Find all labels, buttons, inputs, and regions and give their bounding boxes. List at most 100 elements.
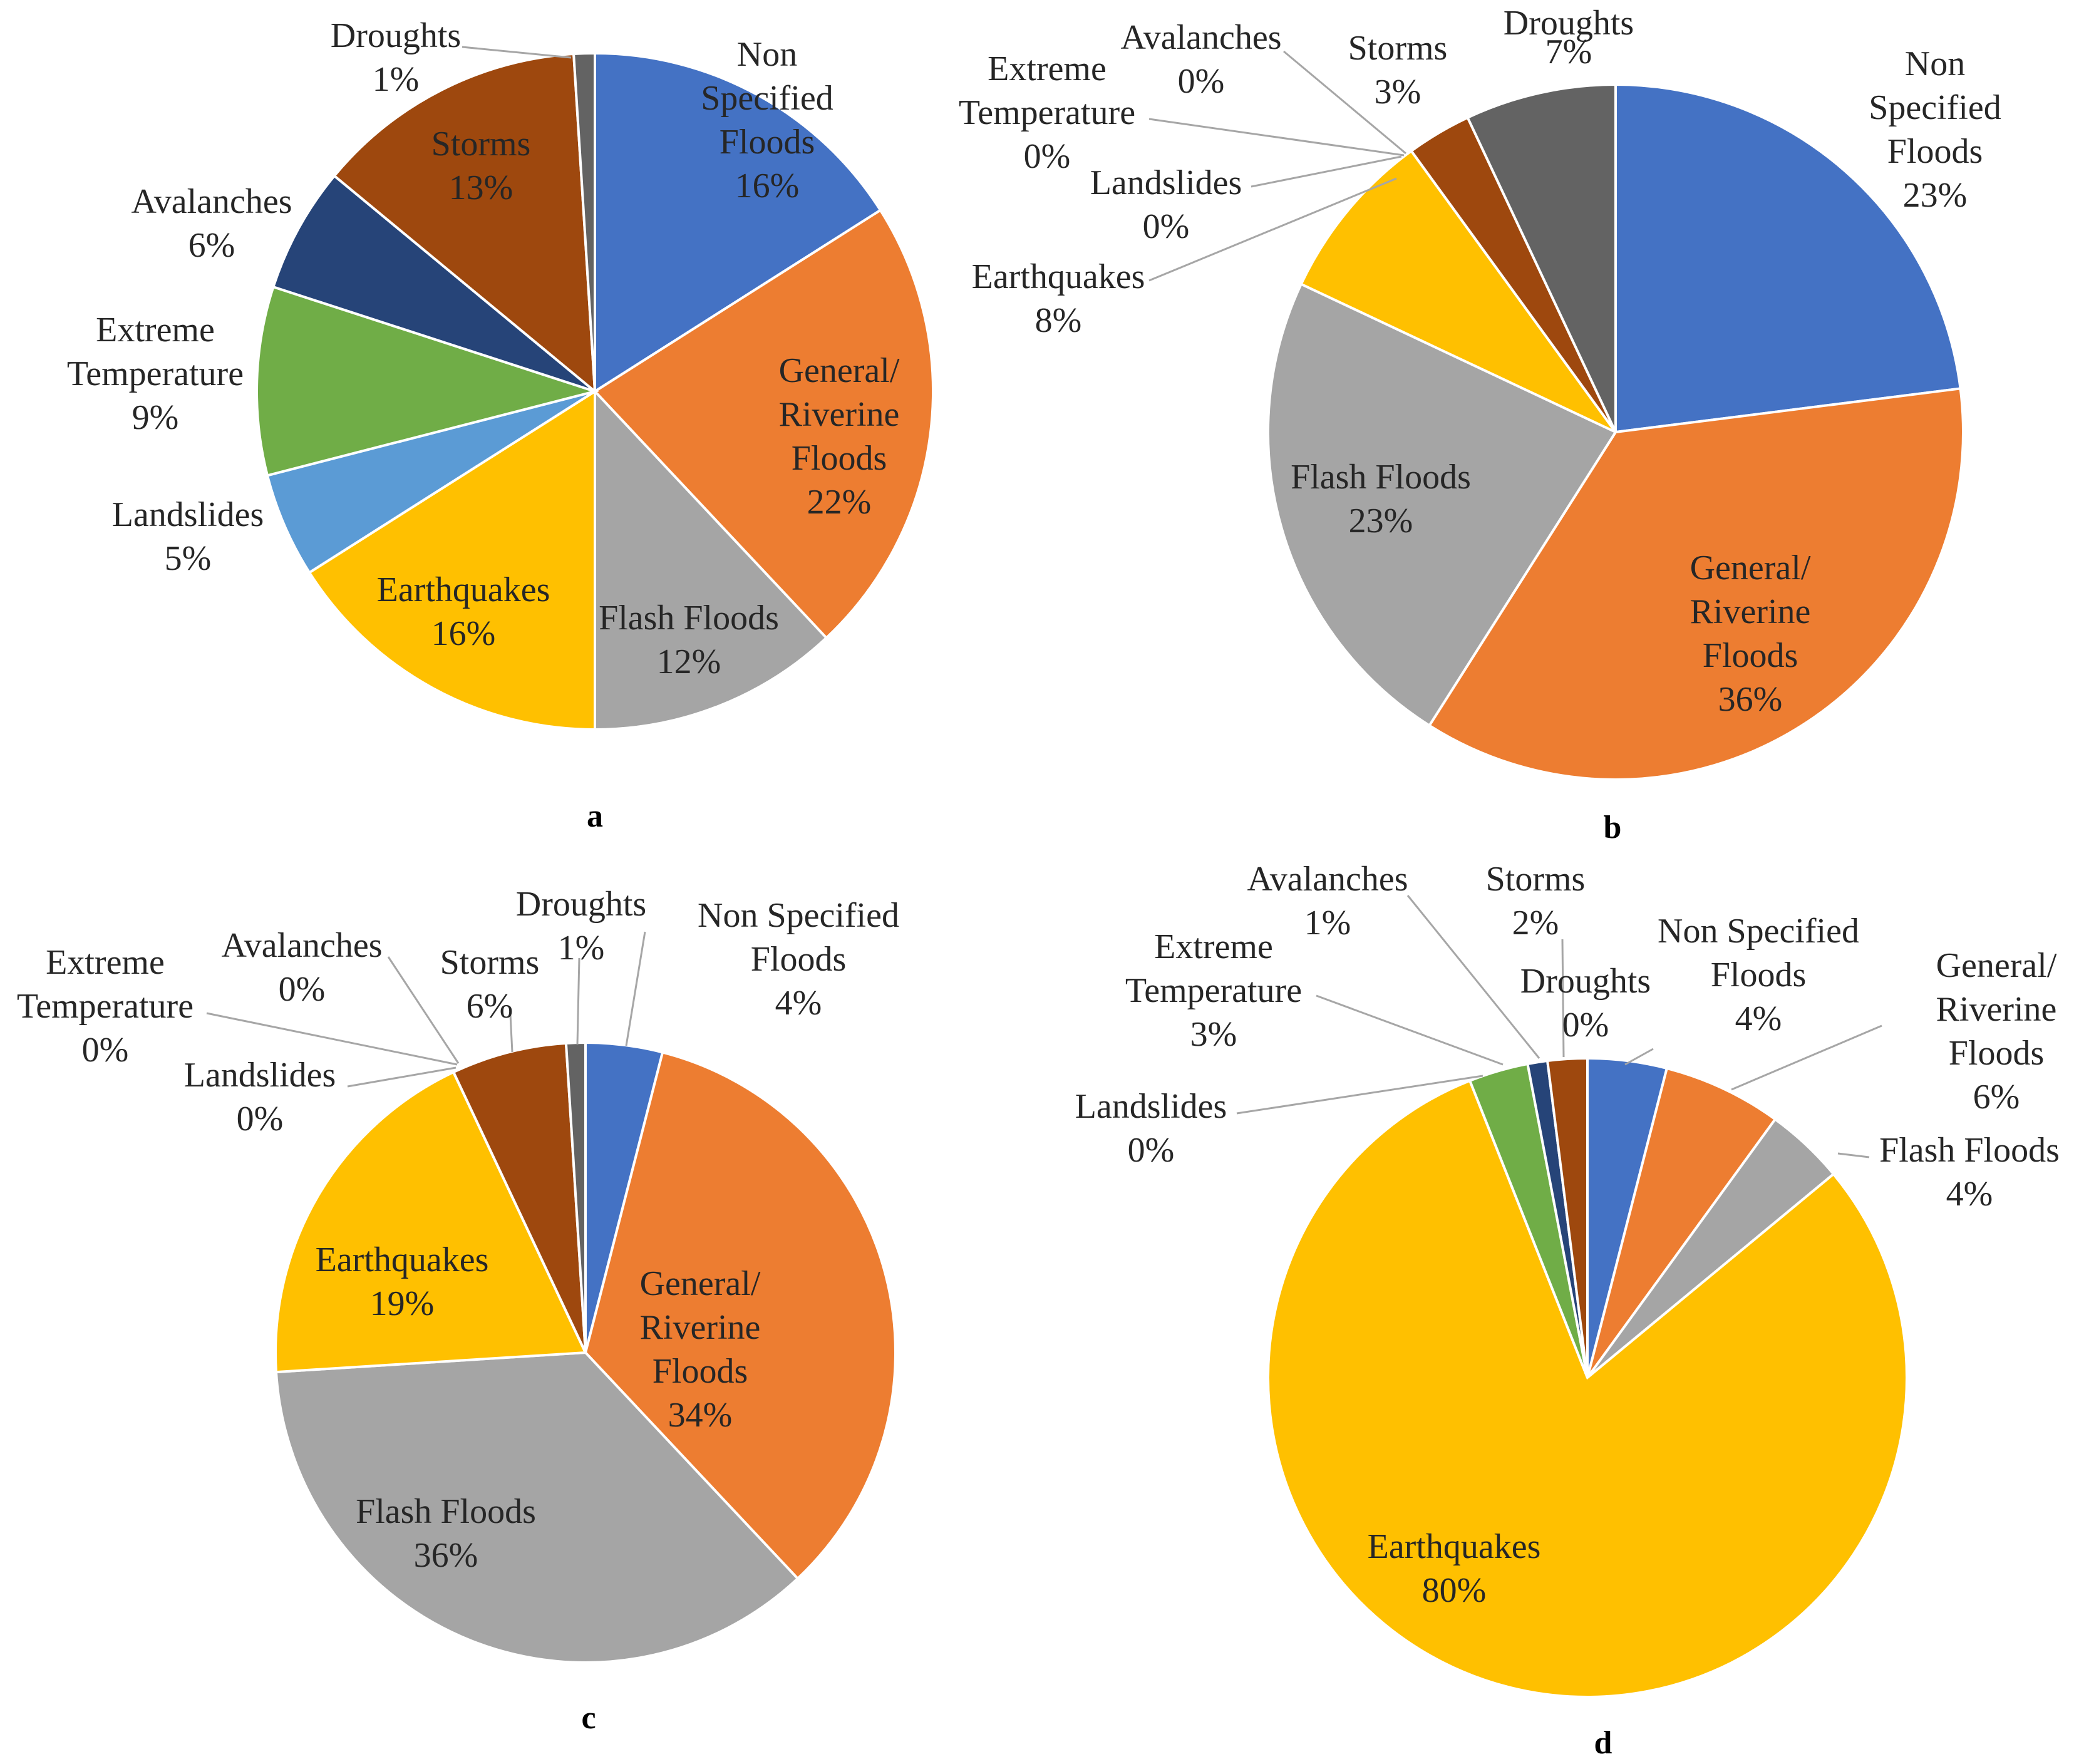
data-label-c-landslides: Landslides 0%: [184, 1056, 336, 1138]
data-label-value-a-avalanches: 6%: [188, 226, 235, 265]
slice-d-earthquakes: [1267, 1079, 1908, 1698]
data-label-name-b-flash-floods: Flash Floods: [1291, 458, 1471, 497]
data-label-value-b-landslides: 0%: [1143, 207, 1190, 246]
slice-a-general-riverine-floods: [592, 208, 935, 640]
data-label-b-flash-floods: Flash Floods 23%: [1291, 458, 1471, 540]
slice-a-non-specified-floods: [594, 51, 882, 394]
data-label-value-d-droughts: 0%: [1562, 1006, 1609, 1044]
data-label-name-c-storms: Storms: [440, 943, 540, 982]
data-label-value-d-avalanches: 1%: [1304, 904, 1351, 942]
slice-a-earthquakes: [307, 389, 596, 731]
data-label-value-a-storms: 13%: [449, 168, 513, 207]
leader-line-b-avalanches: [1283, 50, 1406, 155]
data-label-a-droughts: Droughts 1%: [331, 16, 461, 99]
data-label-value-a-flash-floods: 12%: [657, 642, 721, 681]
slice-c-earthquakes: [274, 1070, 588, 1374]
slice-a-droughts: [572, 51, 596, 392]
data-label-c-general-riverine-floods: General/Riverine Floods 34%: [640, 1264, 761, 1435]
data-label-c-flash-floods: Flash Floods 36%: [356, 1492, 536, 1575]
data-label-name-c-extreme-temperature: Temperature: [17, 987, 193, 1026]
data-label-name-b-extreme-temperature: Extreme: [988, 49, 1107, 88]
data-label-a-avalanches: Avalanches 6%: [131, 182, 292, 265]
data-label-d-earthquakes: Earthquakes 80%: [1368, 1527, 1541, 1610]
data-label-name-c-extreme-temperature: Extreme: [46, 943, 165, 982]
data-label-value-c-general-riverine-floods: 34%: [668, 1396, 733, 1435]
data-label-b-general-riverine-floods: General/Riverine Floods 36%: [1690, 549, 1811, 719]
data-label-name-b-extreme-temperature: Temperature: [959, 93, 1135, 132]
data-label-value-c-extreme-temperature: 0%: [82, 1031, 129, 1070]
data-label-d-flash-floods: Flash Floods 4%: [1879, 1131, 2060, 1214]
leader-line-c-extreme-temperature: [206, 1012, 458, 1066]
data-label-d-non-specified-floods: Non Specified Floods 4%: [1658, 912, 1859, 1038]
data-label-name-d-extreme-temperature: Extreme: [1154, 927, 1273, 966]
data-label-b-earthquakes: Earthquakes 8%: [972, 257, 1145, 340]
pie-chart-c: Non Specified Floods 4% General/Riverine Flo…: [17, 885, 899, 1664]
data-label-name-b-storms: Storms: [1348, 29, 1448, 68]
data-label-name-b-general-riverine-floods: General/: [1690, 549, 1811, 587]
data-label-name-d-earthquakes: Earthquakes: [1368, 1527, 1541, 1566]
data-label-d-droughts: Droughts 0%: [1520, 962, 1651, 1044]
slice-b-general-riverine-floods: [1427, 387, 1964, 781]
data-label-value-b-general-riverine-floods: 36%: [1718, 680, 1783, 719]
slice-b-droughts: [1466, 83, 1617, 433]
data-label-name-b-droughts: Droughts: [1504, 4, 1634, 43]
data-label-name-c-earthquakes: Earthquakes: [316, 1240, 489, 1279]
leader-line-b-extreme-temperature: [1148, 118, 1405, 157]
data-label-name-a-general-riverine-floods: Riverine: [779, 395, 900, 434]
data-label-c-avalanches: Avalanches 0%: [221, 926, 382, 1009]
slice-a-flash-floods: [594, 388, 828, 731]
data-label-name-a-earthquakes: Earthquakes: [377, 570, 550, 609]
leader-line-c-landslides: [347, 1066, 457, 1088]
data-label-c-non-specified-floods: Non Specified Floods 4%: [698, 896, 899, 1023]
slice-a-landslides: [266, 390, 596, 575]
data-label-name-c-general-riverine-floods: Riverine: [640, 1308, 761, 1347]
data-label-value-a-landslides: 5%: [165, 539, 212, 578]
data-label-name-a-general-riverine-floods: Floods: [792, 439, 887, 478]
data-label-d-extreme-temperature: Extreme Temperature 3%: [1125, 927, 1302, 1054]
data-label-name-a-extreme-temperature: Extreme: [96, 311, 215, 349]
data-label-name-d-general-riverine-floods: General/: [1936, 946, 2057, 985]
data-label-b-droughts: Droughts 7%: [1504, 4, 1634, 71]
data-label-c-droughts: Droughts 1%: [516, 885, 646, 967]
data-label-name-b-earthquakes: Earthquakes: [972, 257, 1145, 296]
data-label-a-extreme-temperature: Extreme Temperature 9%: [67, 311, 244, 437]
leader-line-d-non-specified-floods: [1624, 1048, 1654, 1066]
data-label-value-d-landslides: 0%: [1128, 1131, 1175, 1170]
data-label-name-b-general-riverine-floods: Riverine: [1690, 592, 1811, 631]
data-label-name-a-avalanches: Avalanches: [131, 182, 292, 221]
data-label-name-d-droughts: Droughts: [1520, 962, 1651, 1001]
data-label-a-flash-floods: Flash Floods 12%: [599, 599, 779, 681]
leader-line-c-avalanches: [387, 956, 460, 1064]
data-label-name-b-non-specified-floods: Floods: [1887, 132, 1983, 171]
data-label-name-d-non-specified-floods: Floods: [1711, 956, 1807, 994]
data-label-c-storms: Storms 6%: [440, 943, 540, 1026]
data-label-name-c-avalanches: Avalanches: [221, 926, 382, 965]
data-label-name-d-avalanches: Avalanches: [1247, 860, 1408, 899]
data-label-value-c-droughts: 1%: [558, 929, 605, 967]
panel-letter-a: a: [587, 798, 603, 834]
data-label-name-c-general-riverine-floods: General/: [640, 1264, 761, 1303]
data-label-name-c-droughts: Droughts: [516, 885, 646, 924]
slice-c-flash-floods: [274, 1351, 800, 1664]
data-label-a-general-riverine-floods: General/Riverine Floods 22%: [779, 351, 900, 522]
data-label-name-a-flash-floods: Flash Floods: [599, 599, 779, 637]
data-label-name-c-flash-floods: Flash Floods: [356, 1492, 536, 1531]
panel-letter-b: b: [1604, 810, 1622, 845]
leader-line-c-droughts: [576, 957, 580, 1045]
data-label-value-b-non-specified-floods: 23%: [1903, 176, 1968, 215]
data-label-b-extreme-temperature: Extreme Temperature 0%: [959, 49, 1135, 176]
data-label-d-general-riverine-floods: General/Riverine Floods 6%: [1936, 946, 2057, 1117]
pie-chart-b: Non Specified Floods 23% General/Riverine Flo…: [959, 4, 2001, 781]
data-label-value-c-avalanches: 0%: [279, 970, 326, 1009]
data-label-value-d-flash-floods: 4%: [1946, 1175, 1993, 1214]
data-label-name-d-extreme-temperature: Temperature: [1125, 971, 1302, 1010]
data-label-value-c-earthquakes: 19%: [370, 1284, 435, 1323]
data-label-name-a-landslides: Landslides: [112, 495, 264, 534]
data-label-value-d-non-specified-floods: 4%: [1735, 999, 1782, 1038]
data-label-name-a-extreme-temperature: Temperature: [67, 354, 244, 393]
data-label-name-c-general-riverine-floods: Floods: [653, 1352, 748, 1391]
data-label-name-b-non-specified-floods: Non: [1905, 44, 1965, 83]
data-label-a-non-specified-floods: Non Specified Floods 16%: [701, 35, 833, 205]
data-label-value-d-earthquakes: 80%: [1422, 1571, 1487, 1610]
slice-c-droughts: [564, 1041, 587, 1353]
